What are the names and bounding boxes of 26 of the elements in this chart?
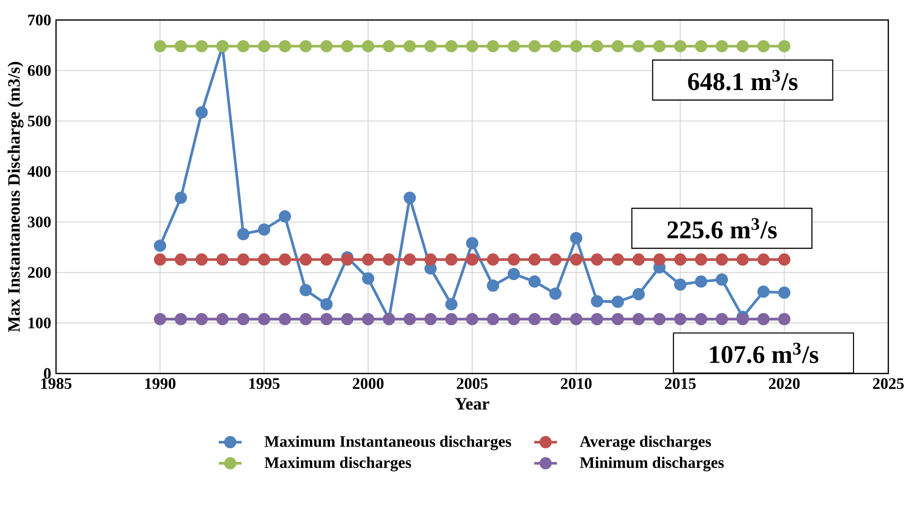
y-tick-label: 400 <box>28 166 51 177</box>
x-tick-label: 1985 <box>41 378 72 389</box>
annotation: 107.6 m$^{3}$/s <box>710 342 818 364</box>
legend-label: Maximum Instantaneous discharges <box>264 436 512 450</box>
x-tick-label: 2015 <box>664 378 696 389</box>
y-tick-label: 600 <box>28 65 51 76</box>
x-tick-label: 1990 <box>145 378 176 389</box>
legend-label: Minimum discharges <box>580 456 724 472</box>
y-tick-label: 200 <box>28 266 51 278</box>
x-tick-label: 2005 <box>456 378 488 389</box>
y-tick-label: 100 <box>28 317 51 328</box>
x-tick-label: 2025 <box>872 378 904 389</box>
x-tick-label: 1995 <box>249 378 280 389</box>
annotation: 648.1 m$^{3}$/s <box>688 70 798 90</box>
y-axis-title: Max Instantaneous Discharge (m3/s) <box>8 62 24 332</box>
y-tick-label: 0 <box>44 368 51 379</box>
y-tick-label: 700 <box>28 14 51 26</box>
annotation: 225.6 m$^{3}$/s <box>667 218 777 238</box>
x-tick-label: 2000 <box>352 378 384 389</box>
x-tick-label: 2010 <box>560 378 592 389</box>
x-axis-title: Year <box>455 398 490 410</box>
legend-label: Average discharges <box>580 436 711 450</box>
legend-label: Maximum discharges <box>264 456 412 472</box>
y-tick-label: 500 <box>28 115 51 126</box>
y-tick-label: 300 <box>28 216 51 228</box>
x-tick-label: 2020 <box>768 378 800 389</box>
